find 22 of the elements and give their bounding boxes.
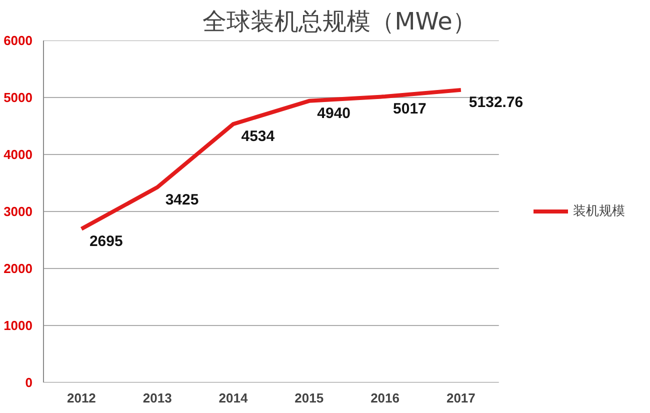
- legend-label: 装机规模: [573, 202, 625, 220]
- data-label: 4940: [317, 104, 351, 122]
- y-tick-label: 1000: [4, 318, 32, 333]
- data-label: 3425: [165, 191, 199, 208]
- y-tick-label: 2000: [4, 261, 32, 276]
- x-tick-label: 2013: [142, 390, 172, 406]
- data-label: 4534: [241, 128, 276, 146]
- x-tick-label: 2017: [446, 390, 476, 406]
- x-tick-label: 2014: [218, 390, 248, 406]
- data-label: 5132.76: [468, 94, 524, 111]
- x-tick-label: 2012: [66, 390, 96, 406]
- x-tick-label: 2016: [370, 390, 400, 406]
- y-tick-label: 5000: [4, 90, 32, 105]
- y-tick-label: 0: [25, 375, 33, 390]
- line-series: [79, 88, 463, 231]
- data-label: 5017: [393, 100, 426, 118]
- chart-title: 全球装机总规模（MWe）: [202, 8, 476, 36]
- data-label: 2695: [89, 232, 123, 250]
- x-tick-label: 2015: [294, 390, 324, 406]
- y-tick-label: 4000: [4, 147, 32, 162]
- y-tick-label: 6000: [4, 33, 32, 48]
- y-tick-label: 3000: [4, 204, 32, 219]
